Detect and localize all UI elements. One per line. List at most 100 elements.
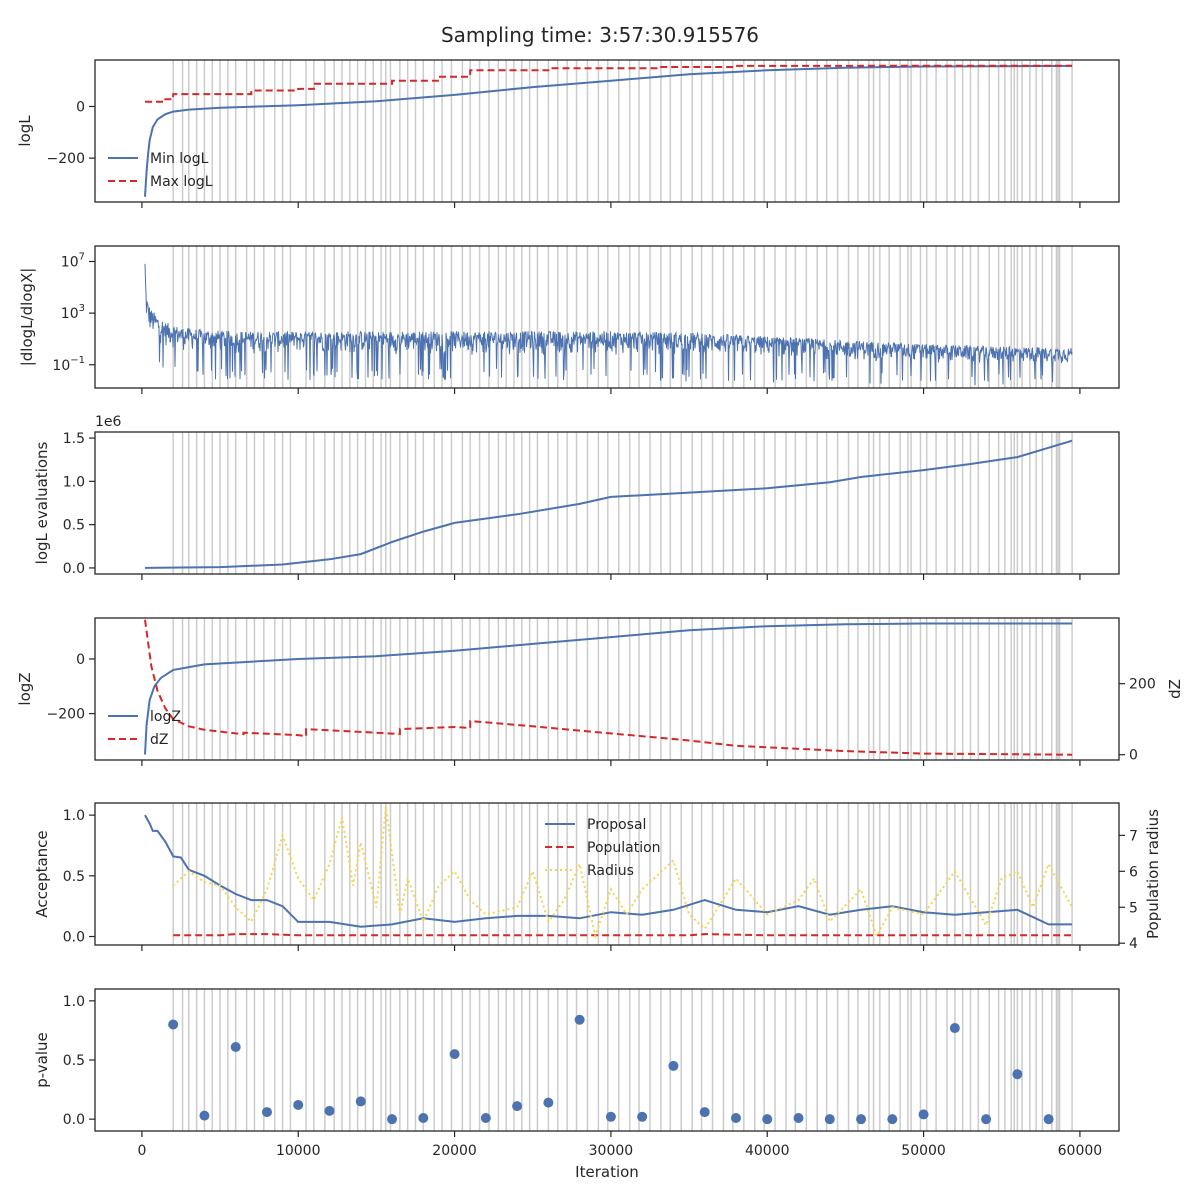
series-group [144, 439, 1073, 569]
y-tick-label: 0 [76, 652, 85, 668]
figure-title: Sampling time: 3:57:30.915576 [441, 23, 759, 47]
legend: Proposal Population Radius [545, 817, 661, 879]
data-point [418, 1112, 429, 1123]
y-tick-label: 1.5 [63, 431, 85, 447]
y-axis-label: logL [16, 115, 34, 147]
panel-pvalue: 0.0 0.5 1.0 p-value 0 10000 20000 30000 40000 500… [33, 988, 1120, 1181]
y-tick-label: −200 [47, 707, 85, 723]
y-tick-label: 0 [76, 99, 85, 115]
y-offset-text: 1e6 [95, 414, 122, 430]
y-axis-label: p-value [33, 1032, 51, 1088]
data-point [480, 1112, 491, 1123]
y-tick-label: 1.0 [63, 474, 85, 490]
y-tick-label: 1.0 [63, 808, 85, 824]
data-point [199, 1110, 210, 1121]
plot-frame [94, 245, 1120, 389]
series-line [172, 806, 1073, 940]
plot-frame [94, 59, 1120, 203]
y-right-tick-label: 7 [1129, 828, 1138, 844]
data-point [387, 1114, 398, 1125]
panel-evals: 0.0 0.5 1.0 1.5 logL evaluations 1e6 [33, 414, 1120, 580]
data-point [699, 1107, 710, 1118]
y-right-tick-label: 6 [1129, 864, 1138, 880]
update-lines [172, 618, 1073, 760]
data-point [762, 1114, 773, 1125]
panel-accept: 0.0 0.5 1.0 4 5 6 7 Acceptance Population radius… [33, 802, 1162, 952]
legend-label: Radius [587, 863, 634, 879]
data-point [918, 1109, 929, 1120]
data-point [856, 1114, 867, 1125]
data-point [261, 1107, 272, 1118]
x-tick-label: 0 [137, 1143, 146, 1159]
data-point [605, 1111, 616, 1122]
update-lines [172, 60, 1073, 202]
legend-label: Max logL [150, 174, 213, 190]
data-point [981, 1114, 992, 1125]
legend-label: Min logL [150, 151, 209, 167]
series-group [144, 619, 1073, 756]
x-tick-label: 60000 [1058, 1143, 1103, 1159]
y-tick-label: −200 [47, 151, 85, 167]
data-point [512, 1101, 523, 1112]
y-tick-label: 0.5 [63, 518, 85, 534]
data-point [168, 1019, 179, 1030]
data-point [324, 1105, 335, 1116]
series-line [144, 263, 1073, 386]
y-right-axis-label: Population radius [1144, 809, 1162, 939]
y-tick-label: 1.0 [63, 994, 85, 1010]
legend: logZ dZ [108, 709, 181, 748]
legend-label: Proposal [587, 817, 646, 833]
x-tick-label: 50000 [901, 1143, 946, 1159]
y-axis-label: |dlogL/dlogX| [18, 268, 36, 367]
data-point [793, 1112, 804, 1123]
data-point [230, 1041, 241, 1052]
y-tick-label-exponent: 3 [79, 303, 85, 314]
y-tick-label-base: 10 [52, 358, 70, 374]
y-axis-label: Acceptance [33, 830, 51, 917]
data-point [730, 1112, 741, 1123]
y-right-axis-label: dZ [1166, 679, 1184, 699]
data-point [543, 1097, 554, 1108]
series-group [168, 1014, 1054, 1125]
series-group [144, 806, 1073, 940]
legend-label: Population [587, 840, 661, 856]
y-tick-label: 103 [61, 303, 85, 322]
y-tick-label-exponent: 7 [79, 251, 85, 262]
y-axis-label: logZ [16, 672, 34, 705]
y-tick-label-base: 10 [61, 306, 79, 322]
y-tick-label: 0.5 [63, 1053, 85, 1069]
data-point [637, 1111, 648, 1122]
y-tick-label: 0.0 [63, 930, 85, 946]
y-tick-label: 107 [61, 251, 85, 270]
series-line [173, 933, 1073, 937]
series-line [145, 64, 1073, 103]
data-point [1043, 1114, 1054, 1125]
plot-frame [94, 431, 1120, 575]
update-lines [172, 432, 1073, 574]
update-lines [172, 989, 1073, 1131]
y-tick-label-exponent: −1 [70, 355, 85, 366]
y-tick-label-base: 10 [61, 254, 79, 270]
data-point [1012, 1069, 1023, 1080]
y-right-tick-label: 5 [1129, 900, 1138, 916]
legend: Min logL Max logL [108, 151, 213, 190]
series-line [144, 814, 1073, 928]
update-lines [172, 246, 1073, 388]
x-tick-label: 40000 [745, 1143, 790, 1159]
plot-frame [94, 802, 1120, 946]
plot-frame [94, 988, 1120, 1132]
legend-label: logZ [150, 709, 181, 725]
x-tick-label: 20000 [432, 1143, 477, 1159]
y-tick-label: 0.0 [63, 1112, 85, 1128]
y-right-tick-label: 0 [1129, 748, 1138, 764]
series-line [144, 619, 1073, 756]
panel-logz: 0 −200 200 0 logZ dZ logZ dZ [16, 617, 1184, 766]
data-point [293, 1099, 304, 1110]
series-line [144, 622, 1073, 755]
data-point [949, 1023, 960, 1034]
y-right-tick-label: 4 [1129, 936, 1138, 952]
series-group [144, 64, 1073, 197]
y-axis-label: logL evaluations [33, 441, 51, 564]
